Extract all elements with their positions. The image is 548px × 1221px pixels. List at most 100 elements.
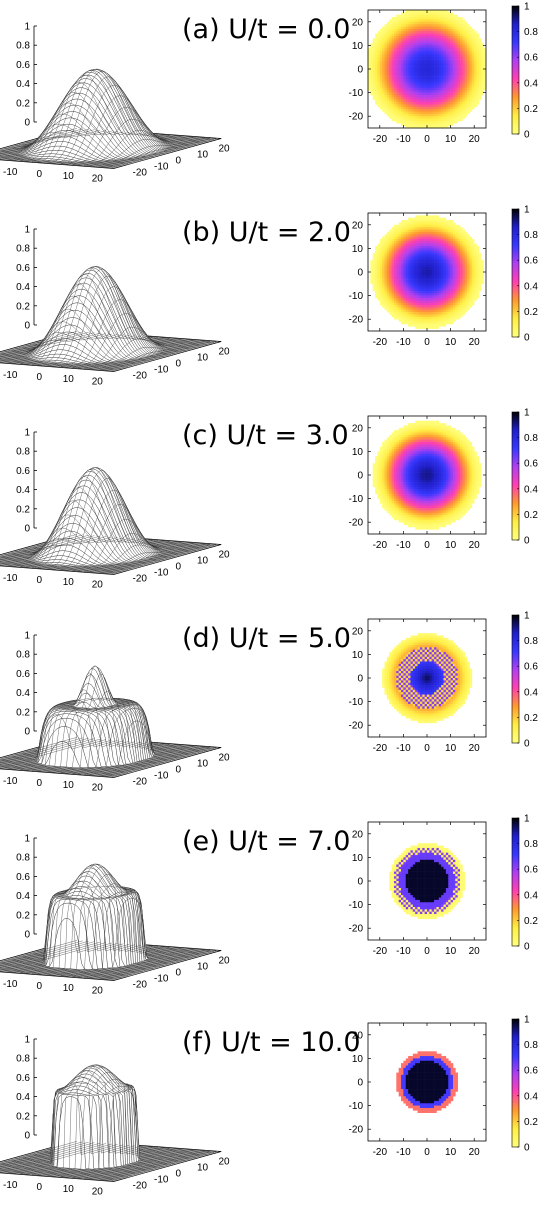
heat-cell bbox=[441, 62, 444, 65]
heat-cell bbox=[465, 36, 468, 39]
heat-cell bbox=[418, 310, 421, 313]
heat-cell bbox=[387, 300, 390, 303]
heat-cell bbox=[401, 52, 404, 55]
heat-cell bbox=[380, 83, 383, 86]
heat-cell bbox=[394, 435, 397, 438]
heat-cell bbox=[458, 27, 461, 30]
heat-cell bbox=[477, 274, 480, 277]
heat-cell bbox=[432, 36, 435, 39]
heat-cell bbox=[399, 513, 402, 516]
heat-cell bbox=[444, 267, 447, 270]
heat-cell bbox=[382, 62, 385, 65]
heat-cell bbox=[413, 52, 416, 55]
heat-cell bbox=[373, 260, 376, 263]
heat-cell bbox=[394, 451, 397, 454]
heat-cell bbox=[406, 458, 409, 461]
heat-cell bbox=[382, 248, 385, 251]
heat-cell bbox=[434, 45, 437, 48]
heat-cell bbox=[413, 260, 416, 263]
heat-cell bbox=[413, 267, 416, 270]
heat-cell bbox=[394, 293, 397, 296]
heat-cell bbox=[453, 281, 456, 284]
heat-cell bbox=[415, 253, 418, 256]
heat-cell bbox=[399, 298, 402, 301]
heat-cell bbox=[396, 57, 399, 60]
heat-cell bbox=[451, 67, 454, 70]
heat-cell bbox=[389, 50, 392, 53]
heat-cell bbox=[469, 303, 472, 306]
heat-cell bbox=[458, 31, 461, 34]
heat-cell bbox=[465, 102, 468, 105]
heat-cell bbox=[451, 109, 454, 112]
heat-cell bbox=[455, 286, 458, 289]
heat-cell bbox=[418, 296, 421, 299]
heat-cell bbox=[401, 15, 404, 18]
heat-cell bbox=[373, 281, 376, 284]
heat-cell bbox=[441, 97, 444, 100]
heat-cell bbox=[382, 494, 385, 497]
heat-cell bbox=[387, 482, 390, 485]
heat-cell bbox=[429, 244, 432, 247]
heat-cell bbox=[425, 86, 428, 89]
heat-cell bbox=[422, 298, 425, 301]
heat-cell bbox=[406, 114, 409, 117]
heat-cell bbox=[446, 29, 449, 32]
heat-cell bbox=[436, 123, 439, 126]
heat-cell bbox=[469, 293, 472, 296]
heat-cell bbox=[385, 234, 388, 237]
heat-cell bbox=[460, 48, 463, 51]
heat-cell bbox=[408, 423, 411, 426]
heat-cell bbox=[465, 241, 468, 244]
heat-cell bbox=[396, 248, 399, 251]
heat-cell bbox=[387, 458, 390, 461]
heat-cell bbox=[399, 41, 402, 44]
heat-cell bbox=[403, 513, 406, 516]
heat-cell bbox=[408, 296, 411, 299]
heat-cell bbox=[441, 22, 444, 25]
heat-cell bbox=[425, 67, 428, 70]
heat-cell bbox=[392, 119, 395, 122]
heat-cell bbox=[408, 34, 411, 37]
heat-cell bbox=[453, 17, 456, 20]
heat-cell bbox=[441, 93, 444, 96]
heat-cell bbox=[436, 237, 439, 240]
heat-cell bbox=[375, 253, 378, 256]
heat-cell bbox=[394, 477, 397, 480]
heat-cell bbox=[453, 81, 456, 84]
heat-cell bbox=[451, 220, 454, 223]
heat-cell bbox=[408, 107, 411, 110]
heat-cell bbox=[479, 267, 482, 270]
heat-cell bbox=[465, 97, 468, 100]
heat-cell bbox=[436, 69, 439, 72]
heat-cell bbox=[403, 319, 406, 322]
heat-cell bbox=[403, 296, 406, 299]
heat-cell bbox=[392, 253, 395, 256]
heat-cell bbox=[418, 260, 421, 263]
heat-cell bbox=[434, 81, 437, 84]
heat-cell bbox=[427, 78, 430, 81]
heat-cell bbox=[427, 57, 430, 60]
heat-cell bbox=[469, 78, 472, 81]
heat-cell bbox=[436, 246, 439, 249]
heat-cell bbox=[444, 19, 447, 22]
heat-cell bbox=[392, 76, 395, 79]
heat-cell bbox=[382, 31, 385, 34]
heat-cell bbox=[380, 50, 383, 53]
heat-cell bbox=[406, 492, 409, 495]
heat-cell bbox=[418, 305, 421, 308]
heat-cell bbox=[394, 258, 397, 261]
heat-cell bbox=[446, 57, 449, 60]
heat-cell bbox=[425, 284, 428, 287]
heat-cell bbox=[408, 232, 411, 235]
heat-cell bbox=[399, 29, 402, 32]
heat-cell bbox=[481, 88, 484, 91]
heat-cell bbox=[396, 111, 399, 114]
heat-cell bbox=[425, 76, 428, 79]
heat-cell bbox=[410, 55, 413, 58]
heat-cell bbox=[399, 55, 402, 58]
heat-cell bbox=[472, 239, 475, 242]
heat-cell bbox=[403, 501, 406, 504]
heat-cell bbox=[477, 90, 480, 93]
heat-cell bbox=[432, 319, 435, 322]
heat-cell bbox=[469, 62, 472, 65]
